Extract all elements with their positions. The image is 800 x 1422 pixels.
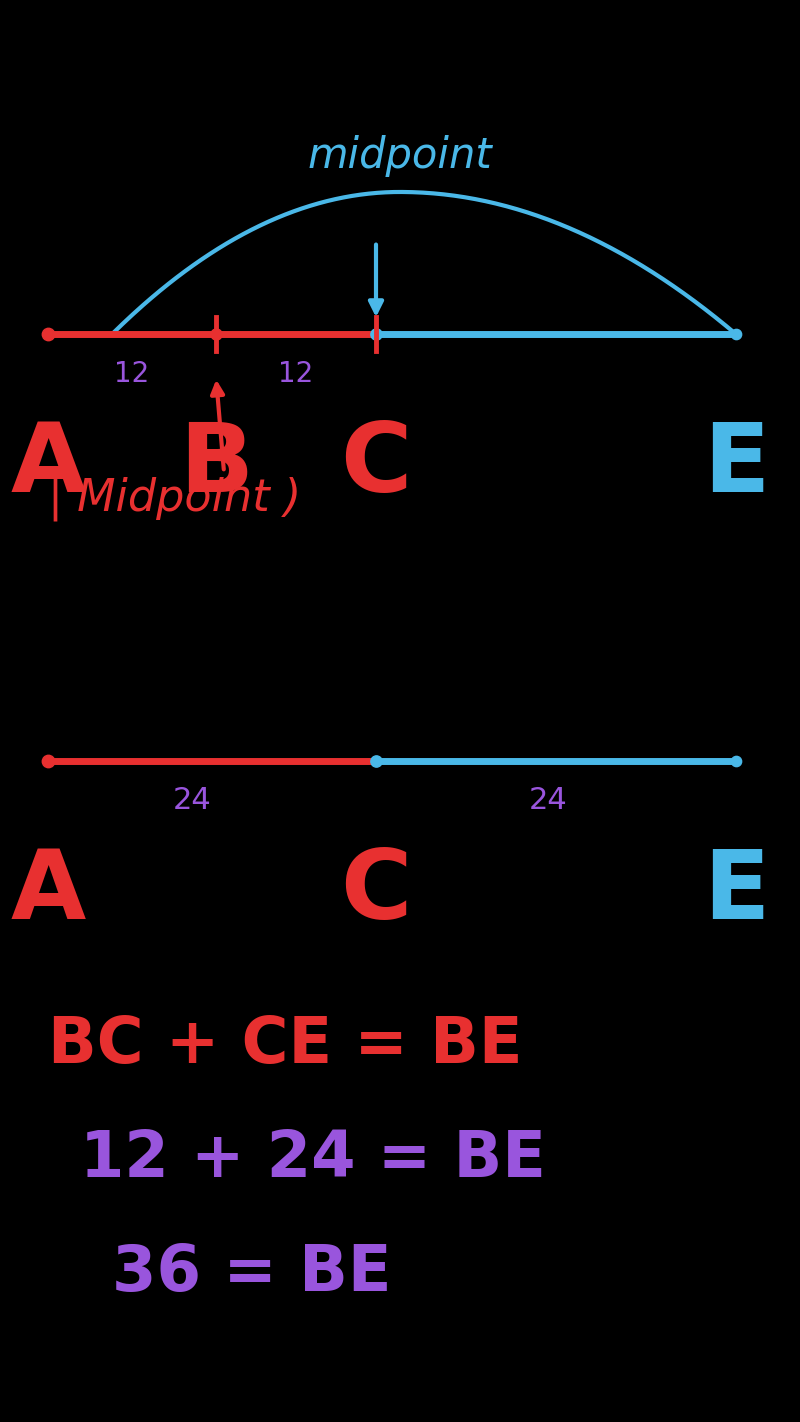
Text: midpoint: midpoint bbox=[308, 135, 492, 178]
Text: BC + CE = BE: BC + CE = BE bbox=[48, 1014, 522, 1076]
Text: 12 + 24 = BE: 12 + 24 = BE bbox=[80, 1128, 546, 1190]
Point bbox=[42, 749, 54, 772]
Point bbox=[370, 749, 382, 772]
Text: 24: 24 bbox=[173, 786, 211, 815]
Point bbox=[730, 323, 742, 346]
Text: B: B bbox=[179, 419, 253, 512]
Point bbox=[210, 323, 222, 346]
Text: E: E bbox=[703, 419, 769, 512]
Text: C: C bbox=[340, 846, 412, 939]
Text: C: C bbox=[340, 419, 412, 512]
Text: | Midpoint ): | Midpoint ) bbox=[48, 476, 302, 520]
Point bbox=[42, 323, 54, 346]
Text: 12: 12 bbox=[114, 360, 150, 388]
Text: A: A bbox=[10, 419, 86, 512]
Text: 24: 24 bbox=[529, 786, 567, 815]
Point bbox=[730, 749, 742, 772]
Text: A: A bbox=[10, 846, 86, 939]
Text: 12: 12 bbox=[278, 360, 314, 388]
Text: 36 = BE: 36 = BE bbox=[112, 1241, 391, 1304]
Text: E: E bbox=[703, 846, 769, 939]
Point bbox=[370, 323, 382, 346]
